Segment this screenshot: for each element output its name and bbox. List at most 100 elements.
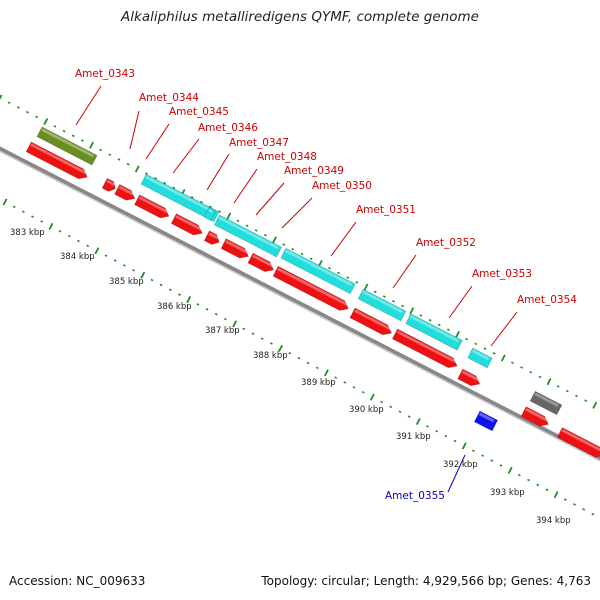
backbone-highlight — [0, 150, 600, 462]
gene-label: Amet_0355 — [385, 490, 445, 502]
major-tick — [592, 401, 598, 409]
minor-tick — [453, 439, 457, 443]
gene-arrow-13 — [520, 406, 549, 427]
minor-tick — [80, 139, 84, 142]
minor-tick — [40, 220, 44, 223]
gene-leader-line — [255, 182, 285, 216]
minor-tick — [517, 473, 521, 477]
gene-arrow-10-shine — [354, 309, 391, 331]
minor-tick — [556, 385, 560, 388]
kbp-tick-label: 391 kbp — [396, 432, 431, 442]
gene-arrow-5 — [170, 213, 203, 236]
major-tick — [507, 466, 513, 474]
gene-label: Amet_0345 — [169, 106, 229, 118]
minor-tick — [254, 229, 258, 232]
minor-tick — [224, 317, 227, 321]
cds-block-3 — [213, 214, 283, 258]
gene-arrow-2 — [101, 177, 116, 192]
minor-tick — [16, 106, 20, 109]
gene-arrow-8 — [247, 252, 274, 272]
kbp-tick-label: 393 kbp — [490, 488, 525, 498]
minor-tick — [260, 337, 264, 340]
amet-0343-rrna-block-shine — [41, 128, 94, 158]
minor-tick — [407, 415, 411, 418]
kbp-tick-label: 390 kbp — [349, 405, 384, 415]
gene-label: Amet_0344 — [139, 92, 199, 104]
gene-arrow-10 — [349, 307, 392, 336]
minor-tick — [190, 196, 194, 199]
minor-tick — [472, 449, 475, 453]
minor-tick — [520, 366, 524, 369]
major-tick — [0, 94, 3, 100]
gene-leader-line — [281, 197, 313, 229]
minor-tick — [205, 308, 209, 311]
minor-tick — [113, 259, 117, 262]
major-tick — [89, 141, 94, 149]
gene-arrow-12 — [457, 368, 481, 387]
major-tick — [324, 369, 329, 377]
minor-tick — [117, 158, 121, 161]
major-tick — [2, 198, 8, 206]
minor-tick — [77, 239, 80, 243]
major-tick — [48, 222, 54, 230]
gene-arrow-2-shape — [101, 177, 116, 192]
gene-arrow-6-shine — [208, 232, 219, 240]
minor-tick — [122, 264, 126, 267]
cds-block-4-shape — [280, 247, 356, 295]
minor-tick — [446, 328, 450, 331]
cds-block-6-shape — [405, 313, 463, 351]
backbone-line — [0, 146, 600, 462]
cds-block-2 — [203, 206, 217, 222]
minor-tick — [419, 314, 423, 317]
minor-tick — [337, 271, 341, 275]
gene-leader-line — [447, 454, 466, 493]
minor-tick — [435, 430, 439, 433]
minor-tick — [242, 327, 246, 331]
minor-tick — [309, 257, 313, 261]
minor-tick — [389, 405, 393, 409]
gene-arrow-10-shape — [349, 307, 392, 336]
minor-tick — [168, 288, 172, 292]
minor-tick — [373, 290, 377, 294]
kbp-tick-label: 389 kbp — [301, 378, 336, 388]
minor-tick — [529, 370, 533, 374]
minor-tick — [288, 351, 292, 355]
minor-tick — [382, 295, 386, 298]
minor-tick — [582, 508, 586, 511]
minor-tick — [352, 386, 356, 389]
minor-tick — [315, 366, 319, 370]
cds-block-6 — [405, 313, 463, 351]
cds-block-7-shape — [467, 347, 493, 369]
minor-tick — [236, 219, 240, 223]
major-tick — [186, 296, 192, 304]
minor-tick — [343, 381, 347, 384]
gene-arrow-4-shine — [138, 196, 169, 214]
gene-leader-line — [75, 85, 102, 126]
minor-tick — [245, 224, 249, 227]
gene-leader-line — [330, 221, 357, 257]
minor-tick — [269, 342, 273, 345]
major-tick — [369, 393, 375, 401]
gene-arrow-13-shine — [525, 408, 548, 422]
gene-arrow-12-shine — [461, 370, 480, 382]
gene-label: Amet_0346 — [198, 122, 258, 134]
minor-tick — [392, 300, 395, 303]
minor-tick — [104, 254, 108, 257]
major-tick — [363, 283, 369, 291]
minor-tick — [490, 459, 494, 462]
minor-tick — [53, 125, 57, 128]
minor-tick — [300, 252, 304, 256]
minor-tick — [178, 293, 181, 296]
kbp-tick-label: 388 kbp — [253, 351, 288, 361]
minor-tick — [591, 512, 595, 516]
minor-tick — [199, 200, 203, 204]
gene-label: Amet_0347 — [229, 137, 289, 149]
cds-block-3-shape — [213, 214, 283, 258]
gene-arrow-1-shine — [30, 143, 87, 175]
gene-arrow-14-shine — [561, 428, 600, 453]
accession-info: Accession: NC_009633 — [9, 574, 146, 588]
gene-arrow-12-shape — [457, 368, 481, 387]
amet-0355-gene-block-shine — [478, 412, 495, 423]
gene-arrow-3-shape — [114, 184, 136, 201]
minor-tick — [58, 230, 62, 233]
